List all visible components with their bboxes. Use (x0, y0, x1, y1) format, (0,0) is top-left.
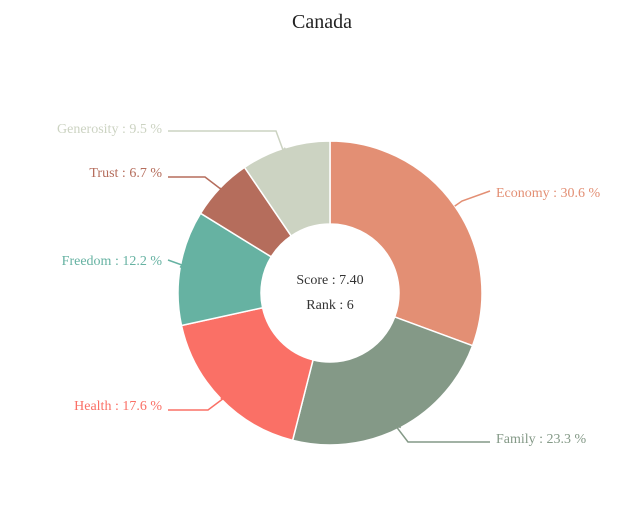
label-health: Health : 17.6 % (74, 399, 162, 414)
slice-generosity[interactable] (243, 140, 331, 237)
chart-title: Canada (292, 11, 352, 33)
leader-line-family (392, 423, 490, 443)
labels-group: Economy : 30.6 % Family : 23.3 % Health : … (57, 122, 601, 447)
center-rank-text: Rank : 6 (306, 298, 353, 313)
leader-line-health (168, 394, 229, 411)
label-family: Family : 23.3 % (496, 432, 587, 447)
slice-health[interactable] (180, 306, 314, 442)
leader-line-generosity (168, 130, 286, 152)
slice-economy[interactable] (329, 140, 483, 347)
leader-line-freedom (167, 259, 184, 268)
slice-family[interactable] (291, 315, 474, 446)
label-trust: Trust : 6.7 % (89, 166, 162, 181)
center-score-text: Score : 7.40 (296, 273, 363, 288)
slices-group (177, 140, 483, 446)
label-economy: Economy : 30.6 % (496, 186, 601, 201)
leader-lines-group (167, 130, 491, 443)
label-generosity: Generosity : 9.5 % (57, 122, 162, 137)
leader-line-economy (454, 190, 491, 207)
leader-line-trust (168, 176, 223, 191)
label-freedom: Freedom : 12.2 % (62, 254, 163, 269)
